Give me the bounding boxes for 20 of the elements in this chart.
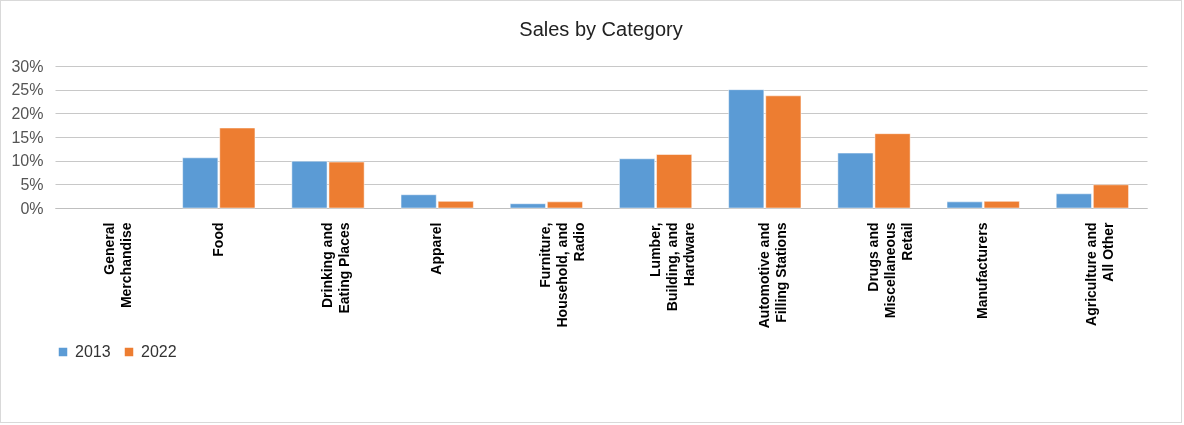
y-tick-label: 10% — [11, 152, 44, 170]
x-tick-label: Agriculture and All Other — [1083, 221, 1117, 326]
legend-label: 2013 — [75, 343, 111, 360]
y-tick-label: 25% — [11, 81, 44, 99]
x-tick-label: Drinking and Eating Places — [319, 222, 352, 314]
chart-title: Sales by Category — [519, 18, 683, 40]
x-tick-label: Furniture, Household, and Radio — [537, 222, 588, 328]
y-tick-label: 20% — [11, 104, 44, 122]
y-tick-label: 5% — [20, 175, 44, 193]
y-tick-label: 30% — [11, 57, 44, 75]
x-tick-label: Manufacturers — [974, 222, 991, 319]
legend-label: 2022 — [141, 343, 177, 360]
x-tick-label: Food — [209, 222, 226, 257]
y-tick-label: 15% — [11, 128, 44, 146]
x-tick-label: General Merchandise — [100, 222, 134, 309]
x-tick-label: Automotive and Filling Stations — [755, 222, 789, 329]
x-tick-label: Drugs and Miscellaneous Retail — [865, 222, 915, 319]
x-tick-label: Lumber, Building, and Hardware — [646, 222, 697, 312]
x-tick-label: Apparel — [428, 222, 445, 275]
y-tick-label: 0% — [20, 199, 44, 217]
